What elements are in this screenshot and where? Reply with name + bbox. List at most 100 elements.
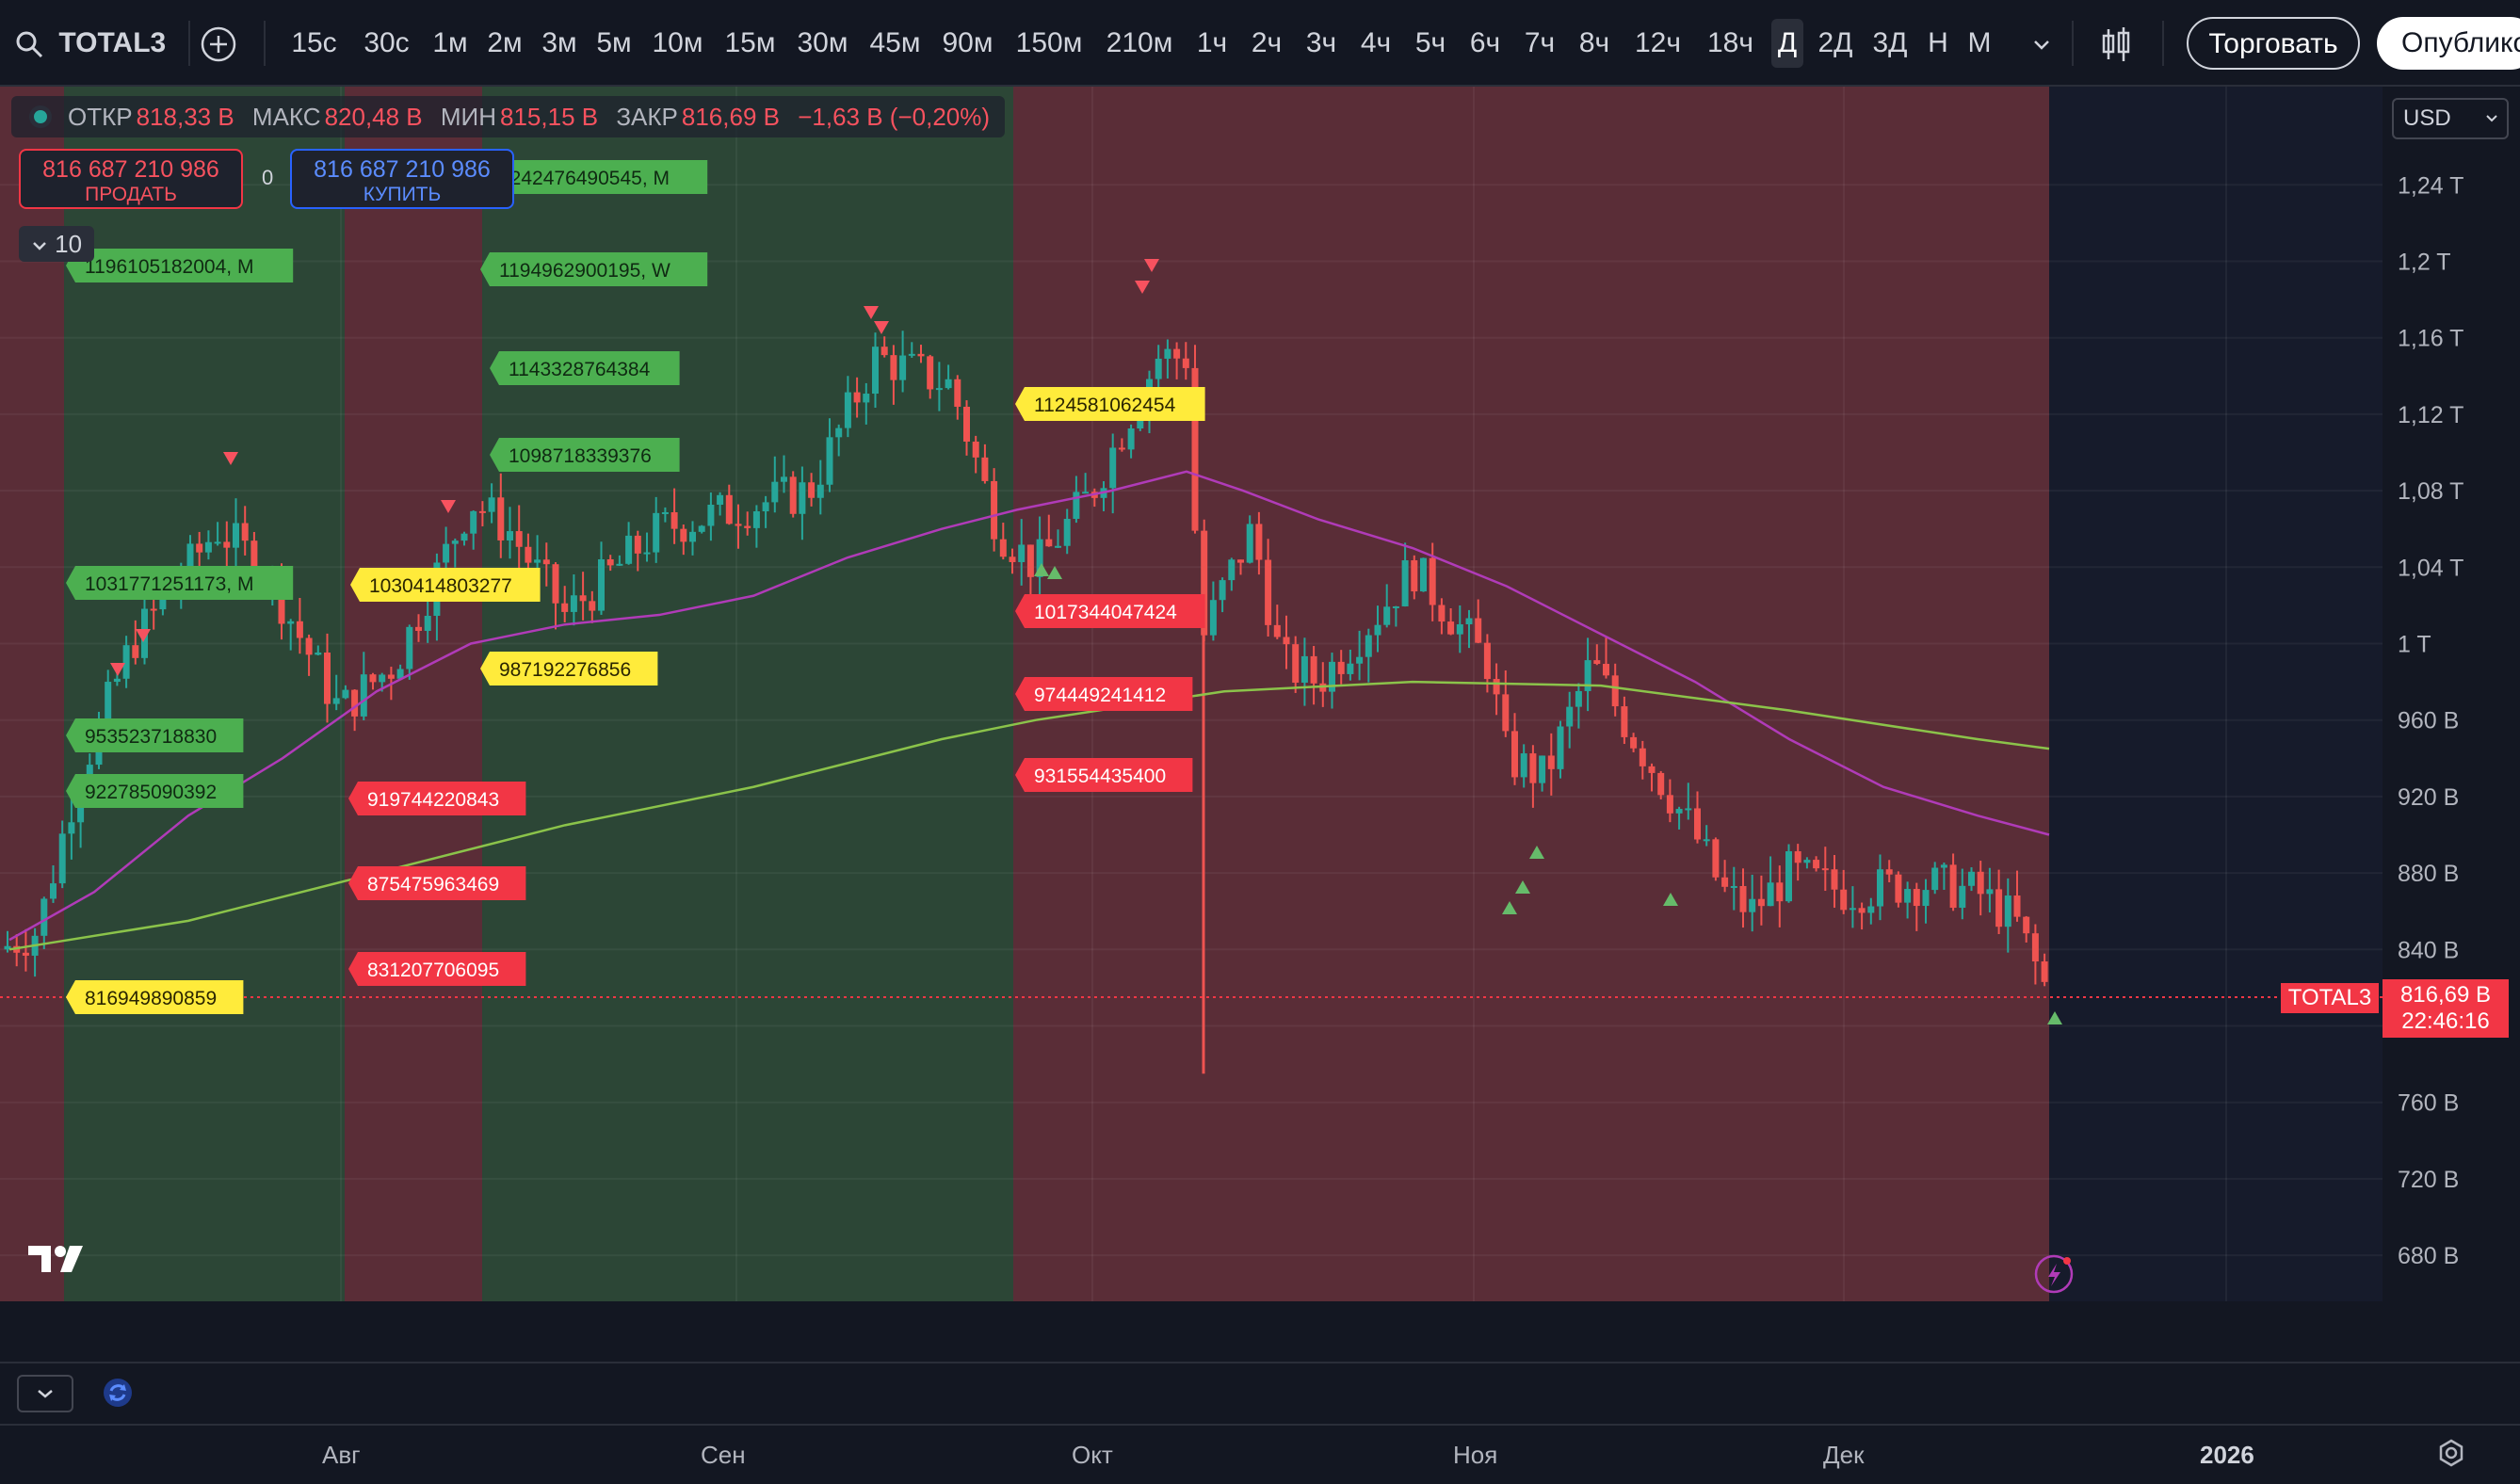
candle-body <box>1694 808 1701 840</box>
interval-0[interactable]: 15с <box>291 27 337 58</box>
candle-body <box>1319 683 1327 692</box>
last-price-symbol: TOTAL3 <box>2281 983 2379 1013</box>
level-label-text: 1196105182004, M <box>85 256 253 278</box>
interval-2[interactable]: 1м <box>432 27 468 58</box>
trade-button[interactable]: Торговать <box>2187 17 2360 70</box>
zone-red <box>0 87 64 1301</box>
interval-7[interactable]: 15м <box>724 27 776 58</box>
tradingview-logo[interactable] <box>26 1239 87 1286</box>
candle-body <box>1191 367 1199 531</box>
refresh-button[interactable] <box>102 1377 134 1413</box>
interval-23[interactable]: Д <box>1771 19 1803 68</box>
candle-body <box>324 652 331 704</box>
interval-17[interactable]: 5ч <box>1414 27 1446 58</box>
chevron-down-icon <box>38 1390 53 1398</box>
indicators-toggle[interactable]: 10 <box>19 226 94 262</box>
interval-11[interactable]: 150м <box>1015 27 1083 58</box>
collapse-panel-button[interactable] <box>17 1375 73 1412</box>
level-label <box>350 568 541 602</box>
candles-icon <box>2102 27 2130 62</box>
interval-8[interactable]: 30м <box>797 27 848 58</box>
interval-24[interactable]: 2Д <box>1817 27 1853 58</box>
candle-body <box>1630 736 1638 749</box>
interval-6[interactable]: 10м <box>652 27 703 58</box>
candle-body <box>379 674 386 683</box>
alert-badge-dot <box>2063 1257 2071 1265</box>
candle-body <box>835 427 843 438</box>
candle-body <box>1292 644 1300 683</box>
candle-body <box>223 541 231 548</box>
bottom-toolbar <box>0 1362 2520 1424</box>
candle-body <box>1931 867 1939 891</box>
level-label-text: 919744220843 <box>367 789 499 811</box>
candle-body <box>1885 869 1893 875</box>
candle-body <box>1483 642 1491 680</box>
interval-18[interactable]: 6ч <box>1469 27 1501 58</box>
candle-body <box>525 546 532 563</box>
zone-red <box>345 87 482 1301</box>
candle-body <box>4 945 11 950</box>
interval-4[interactable]: 3м <box>541 27 577 58</box>
level-label <box>480 252 708 286</box>
level-label-text: 974449241412 <box>1034 685 1166 706</box>
currency-select[interactable]: USD <box>2392 98 2509 139</box>
interval-1[interactable]: 30с <box>363 27 410 58</box>
interval-3[interactable]: 2м <box>487 27 523 58</box>
interval-21[interactable]: 12ч <box>1635 27 1681 58</box>
symbol-search[interactable]: TOTAL3 <box>15 19 166 68</box>
chart-area[interactable]: 1,24 T 1,2 T 1,16 T 1,12 T 1,08 T 1,04 T 1 T 96… <box>0 87 2520 1301</box>
interval-22[interactable]: 18ч <box>1707 27 1753 58</box>
interval-26[interactable]: Н <box>1928 27 1948 58</box>
sell-signal-marker <box>110 663 125 676</box>
visibility-dot-icon[interactable] <box>26 103 55 131</box>
candle-body <box>808 482 816 498</box>
level-label-text: 1143328764384 <box>509 359 651 380</box>
alerts-icon <box>2034 1254 2074 1294</box>
time-label-nov: Ноя <box>1453 1441 1498 1469</box>
interval-10[interactable]: 90м <box>942 27 993 58</box>
candle-body <box>552 564 559 604</box>
interval-25[interactable]: 3Д <box>1872 27 1908 58</box>
candle-body <box>890 355 897 380</box>
candle-body <box>1539 755 1546 783</box>
compare-button[interactable] <box>200 19 241 68</box>
sell-button[interactable]: 816 687 210 986 ПРОДАТЬ <box>19 149 243 209</box>
candle-body <box>1877 869 1883 907</box>
time-axis[interactable]: Авг Сен Окт Ноя Дек 2026 <box>0 1424 2520 1484</box>
candle-body <box>917 353 925 357</box>
toolbar-divider <box>2162 21 2164 66</box>
buy-label: КУПИТЬ <box>363 184 442 205</box>
currency-value: USD <box>2403 105 2451 131</box>
chart-type-button[interactable] <box>2100 19 2132 68</box>
buy-button[interactable]: 816 687 210 986 КУПИТЬ <box>290 149 514 209</box>
candle-body <box>653 512 660 553</box>
interval-12[interactable]: 210м <box>1106 27 1173 58</box>
interval-5[interactable]: 5м <box>596 27 632 58</box>
candle-body <box>1055 545 1061 548</box>
interval-19[interactable]: 7ч <box>1524 27 1556 58</box>
interval-14[interactable]: 2ч <box>1251 27 1283 58</box>
settings-button[interactable] <box>2437 1439 2465 1472</box>
publish-button[interactable]: Опублико <box>2377 17 2520 70</box>
price-scale-label: 840 B <box>2398 937 2459 963</box>
price-chart[interactable]: 1,24 T 1,2 T 1,16 T 1,12 T 1,08 T 1,04 T 1 T 96… <box>0 87 2520 1301</box>
interval-13[interactable]: 1ч <box>1196 27 1228 58</box>
candle-body <box>186 543 194 581</box>
interval-16[interactable]: 4ч <box>1360 27 1392 58</box>
spread-value: 0 <box>262 166 274 189</box>
level-label <box>348 866 526 900</box>
candle-body <box>1529 753 1537 783</box>
interval-9[interactable]: 45м <box>869 27 921 58</box>
candle-body <box>159 594 167 610</box>
candle-body <box>1767 882 1774 907</box>
interval-15[interactable]: 3ч <box>1305 27 1337 58</box>
candle-body <box>752 511 760 528</box>
sell-signal-marker <box>136 629 151 642</box>
level-label-text: 875475963469 <box>367 874 499 895</box>
interval-27[interactable]: М <box>1967 27 1992 58</box>
level-label-text: 1017344047424 <box>1034 602 1177 623</box>
interval-dropdown[interactable] <box>2030 19 2053 68</box>
interval-20[interactable]: 8ч <box>1578 27 1610 58</box>
sell-signal-marker <box>874 321 889 334</box>
candle-body <box>50 883 57 899</box>
